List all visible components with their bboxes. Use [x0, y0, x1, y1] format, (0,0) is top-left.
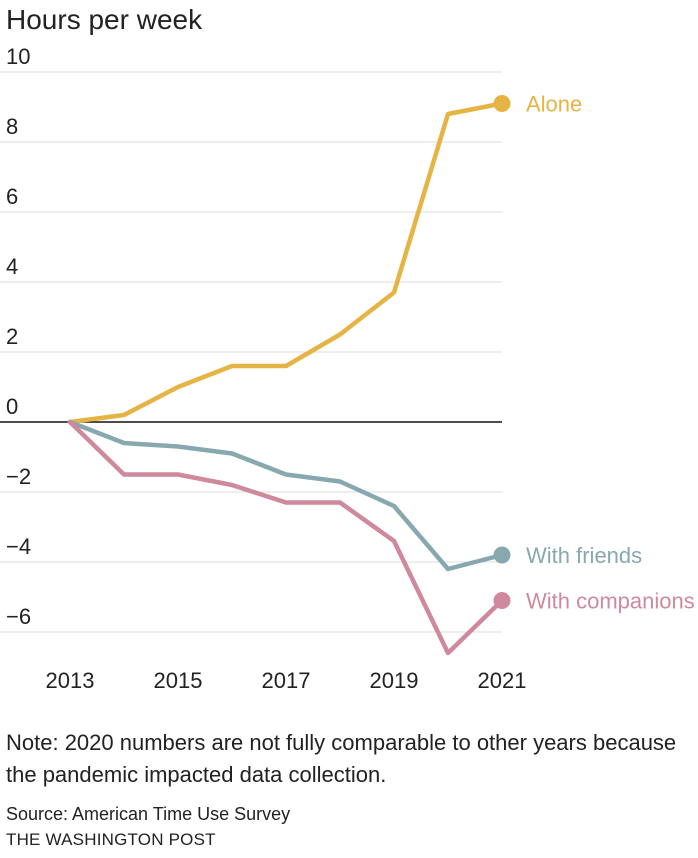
x-tick-label: 2021 — [478, 668, 527, 693]
chart-source: Source: American Time Use Survey — [6, 804, 291, 824]
x-tick-label: 2017 — [262, 668, 311, 693]
y-axis-title: Hours per week — [6, 4, 203, 35]
chart-note: Note: 2020 numbers are not fully compara… — [6, 730, 677, 787]
series-line-alone — [67, 101, 505, 425]
series-endpoint-alone — [493, 95, 511, 112]
y-tick-label: −2 — [6, 464, 31, 489]
y-tick-label: −4 — [6, 534, 31, 559]
y-tick-label: 8 — [6, 114, 18, 139]
series-label-alone: Alone — [526, 92, 582, 117]
series-label-with-companions: With companions — [526, 589, 695, 614]
series-line-with-companions — [67, 419, 505, 656]
publisher-credit: THE WASHINGTON POST — [6, 830, 216, 849]
y-tick-label: 10 — [6, 44, 30, 69]
y-tick-label: 4 — [6, 254, 18, 279]
y-tick-label: 2 — [6, 324, 18, 349]
series-line-with-friends — [67, 419, 505, 572]
series-endpoint-with-friends — [493, 546, 511, 564]
y-tick-label: 6 — [6, 184, 18, 209]
x-tick-label: 2015 — [154, 668, 203, 693]
line-chart: 10 8 6 4 2 0 −2 −4 −6 2013 2015 2017 2019 2021 Alone Wi… — [0, 44, 695, 693]
series-endpoint-with-companions — [493, 592, 511, 609]
y-tick-label: −6 — [6, 604, 31, 629]
x-tick-label: 2013 — [46, 668, 95, 693]
y-tick-label: 0 — [6, 394, 18, 419]
series-label-with-friends: With friends — [526, 543, 642, 568]
x-tick-label: 2019 — [370, 668, 419, 693]
